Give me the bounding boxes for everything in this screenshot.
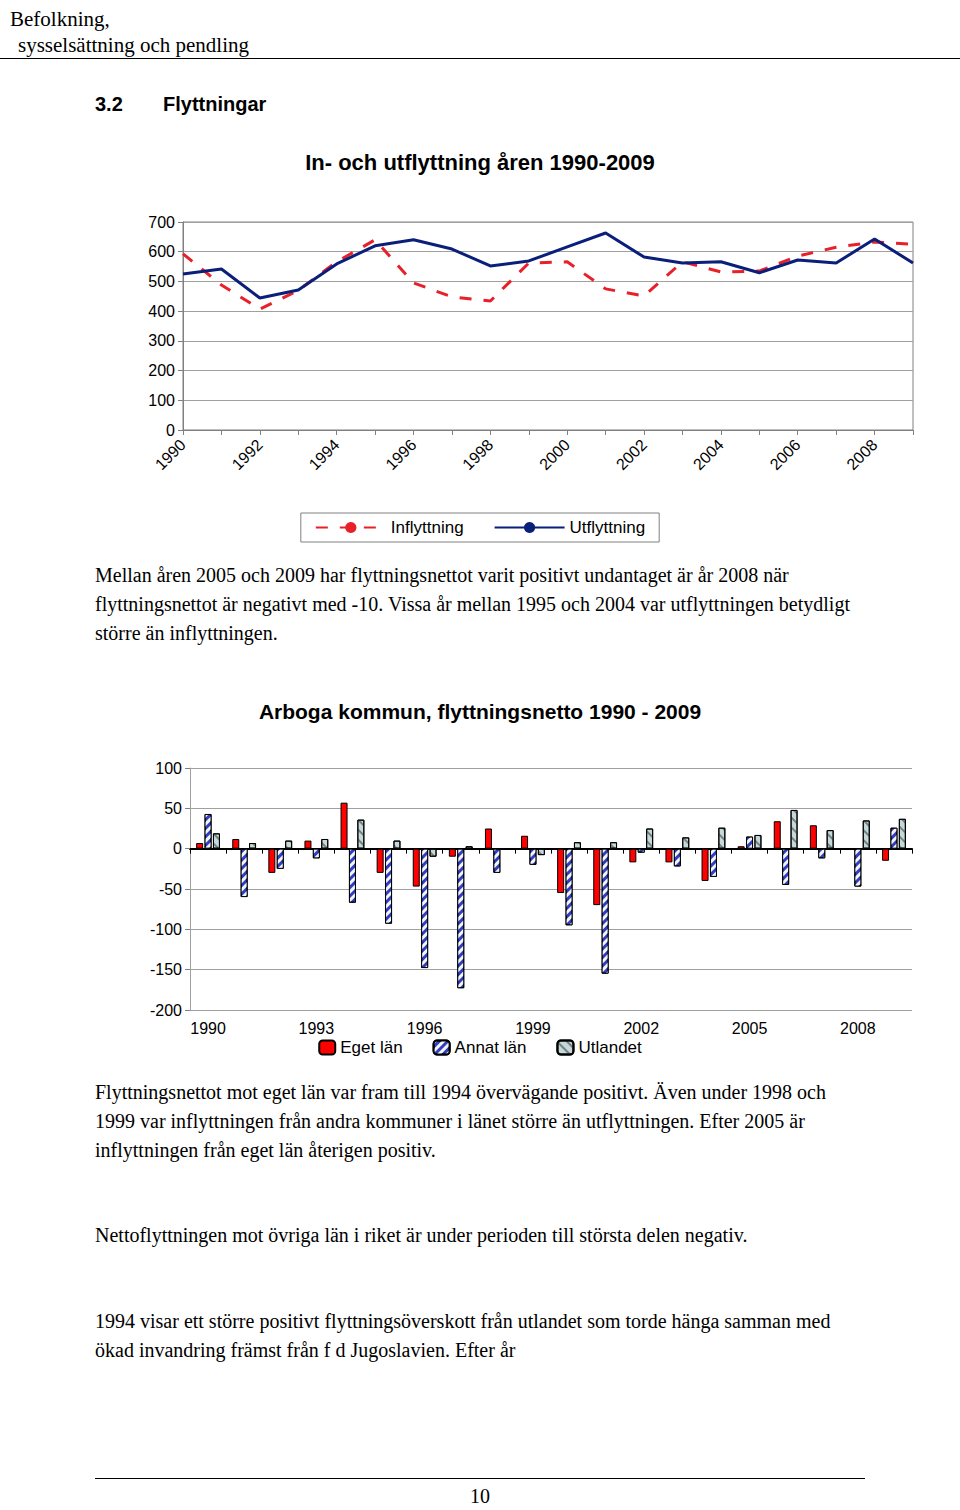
html-text:Nettoflyttningen mot övriga lä: Nettoflyttningen mot övriga län i riket … bbox=[95, 1224, 748, 1246]
svg-text:50: 50 bbox=[164, 800, 182, 817]
svg-text:2000: 2000 bbox=[536, 436, 573, 473]
svg-text:2006: 2006 bbox=[767, 436, 804, 473]
html-text:1994 visar ett större positivt: 1994 visar ett större positivt flyttning… bbox=[95, 1310, 831, 1361]
svg-text:1993: 1993 bbox=[299, 1020, 335, 1037]
svg-text:100: 100 bbox=[155, 760, 182, 777]
svg-text:1996: 1996 bbox=[382, 436, 419, 473]
svg-text:Eget län: Eget län bbox=[340, 1038, 402, 1057]
svg-text:1992: 1992 bbox=[229, 436, 266, 473]
svg-text:-150: -150 bbox=[150, 961, 182, 978]
svg-text:Annat län: Annat län bbox=[455, 1038, 527, 1057]
svg-text:0: 0 bbox=[166, 422, 175, 439]
svg-text:2002: 2002 bbox=[613, 436, 650, 473]
svg-text:Arboga kommun, flyttningsnetto: Arboga kommun, flyttningsnetto 1990 - 20… bbox=[259, 700, 701, 723]
svg-text:-200: -200 bbox=[150, 1002, 182, 1019]
svg-text:2005: 2005 bbox=[732, 1020, 768, 1037]
svg-text:400: 400 bbox=[148, 303, 175, 320]
svg-text:Utflyttning: Utflyttning bbox=[570, 518, 646, 537]
svg-text:2002: 2002 bbox=[623, 1020, 659, 1037]
svg-text:700: 700 bbox=[148, 214, 175, 231]
svg-text:Utlandet: Utlandet bbox=[578, 1038, 642, 1057]
svg-text:200: 200 bbox=[148, 362, 175, 379]
html-text:10: 10 bbox=[470, 1485, 490, 1507]
html-text:Mellan åren 2005 och 2009 har: Mellan åren 2005 och 2009 har flyttnings… bbox=[95, 564, 850, 644]
svg-text:-100: -100 bbox=[150, 921, 182, 938]
svg-text:1990: 1990 bbox=[190, 1020, 226, 1037]
html-text:Befolkning,: Befolkning, bbox=[10, 7, 110, 31]
html-text:sysselsättning och pendling: sysselsättning och pendling bbox=[18, 33, 249, 57]
svg-text:1999: 1999 bbox=[515, 1020, 551, 1037]
svg-text:Inflyttning: Inflyttning bbox=[391, 518, 464, 537]
svg-text:-50: -50 bbox=[159, 881, 182, 898]
svg-text:100: 100 bbox=[148, 392, 175, 409]
svg-text:500: 500 bbox=[148, 273, 175, 290]
svg-text:In- och utflyttning åren 1990-: In- och utflyttning åren 1990-2009 bbox=[305, 150, 655, 175]
svg-text:300: 300 bbox=[148, 332, 175, 349]
html-text:Flyttningsnettot mot eget län: Flyttningsnettot mot eget län var fram t… bbox=[95, 1081, 826, 1161]
svg-text:1996: 1996 bbox=[407, 1020, 443, 1037]
svg-text:600: 600 bbox=[148, 243, 175, 260]
svg-text:2008: 2008 bbox=[843, 436, 880, 473]
html-text:3.2: 3.2 bbox=[95, 93, 123, 115]
svg-text:2008: 2008 bbox=[840, 1020, 876, 1037]
html-text:Flyttningar: Flyttningar bbox=[163, 93, 267, 115]
svg-text:1998: 1998 bbox=[459, 436, 496, 473]
svg-text:1994: 1994 bbox=[306, 436, 343, 473]
svg-text:2004: 2004 bbox=[690, 436, 727, 473]
svg-text:1990: 1990 bbox=[152, 436, 189, 473]
svg-text:0: 0 bbox=[173, 840, 182, 857]
